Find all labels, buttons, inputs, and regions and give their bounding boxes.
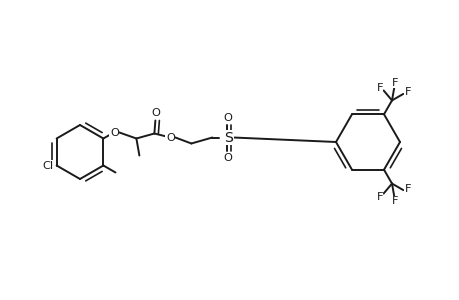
Text: S: S: [224, 130, 232, 145]
Text: F: F: [375, 83, 382, 94]
Text: F: F: [375, 191, 382, 202]
Text: F: F: [391, 78, 397, 88]
Text: O: O: [223, 112, 231, 122]
Text: F: F: [391, 196, 397, 206]
Text: O: O: [223, 152, 231, 163]
Text: F: F: [404, 87, 411, 97]
Text: F: F: [404, 184, 411, 194]
Text: O: O: [151, 107, 159, 118]
Text: O: O: [110, 128, 118, 137]
Text: O: O: [166, 133, 174, 142]
Text: Cl: Cl: [42, 160, 53, 170]
